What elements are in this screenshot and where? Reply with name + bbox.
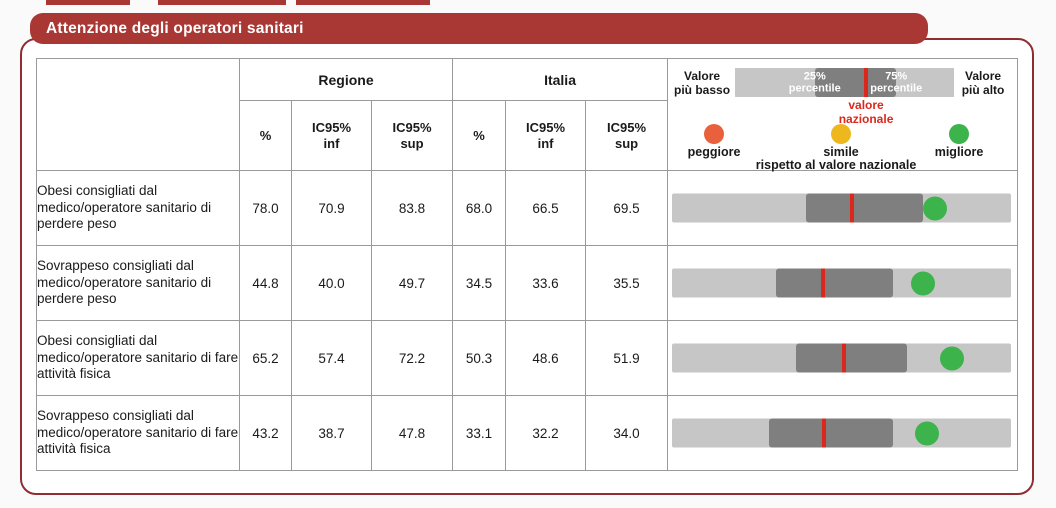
col-header-italia-ic-sup: IC95% sup bbox=[585, 100, 669, 171]
legend-lowest-label: Valore più basso bbox=[674, 69, 731, 97]
percentile-band bbox=[795, 343, 907, 373]
percentile-chart-cell bbox=[667, 320, 1019, 396]
col-header-regione-pct: % bbox=[239, 100, 292, 171]
region-dot bbox=[922, 196, 947, 220]
regione-pct-value: 78.0 bbox=[239, 170, 292, 246]
national-value-line bbox=[864, 68, 869, 97]
percentile-track bbox=[672, 193, 1012, 223]
col-header-italia-ic-inf: IC95% inf bbox=[505, 100, 587, 171]
top-cropped-red-fragment bbox=[158, 0, 286, 5]
italia-ic-inf-value: 32.2 bbox=[505, 395, 587, 471]
national-value-line bbox=[820, 268, 825, 298]
regione-pct-value: 65.2 bbox=[239, 320, 292, 396]
italia-ic-inf-value: 48.6 bbox=[505, 320, 587, 396]
table-row: Sovrappeso consigliati dal medico/operat… bbox=[36, 395, 1019, 471]
percentile-chart-cell bbox=[667, 395, 1019, 471]
legend-similar-label: simile bbox=[823, 145, 859, 159]
top-cropped-red-fragment bbox=[296, 0, 430, 5]
italia-ic-sup-value: 34.0 bbox=[585, 395, 669, 471]
percentile-band bbox=[805, 193, 923, 223]
regione-ic-sup-value: 72.2 bbox=[370, 320, 454, 396]
legend: Valore più basso 25% percentile 75% perc… bbox=[667, 58, 1019, 172]
italia-ic-inf-value: 33.6 bbox=[505, 245, 587, 321]
italia-pct-value: 33.1 bbox=[452, 395, 507, 471]
indicator-label: Sovrappeso consigliati dal medico/operat… bbox=[36, 245, 240, 321]
percentile-track bbox=[672, 268, 1012, 298]
indicator-label: Obesi consigliati dal medico/operatore s… bbox=[36, 170, 240, 246]
col-header-regione-ic-sup: IC95% sup bbox=[370, 100, 454, 171]
row-label-header-cell bbox=[36, 58, 240, 171]
region-dot bbox=[910, 271, 935, 295]
regione-pct-value: 43.2 bbox=[239, 395, 292, 471]
italia-ic-sup-value: 51.9 bbox=[585, 320, 669, 396]
regione-ic-inf-value: 70.9 bbox=[291, 170, 372, 246]
indicators-table: Regione Italia Valore più basso 25% perc… bbox=[36, 58, 1019, 471]
legend-relative-to-national-label: rispetto al valore nazionale bbox=[755, 158, 917, 172]
col-header-regione-ic-inf: IC95% inf bbox=[291, 100, 372, 171]
p75-label: 75% percentile bbox=[870, 70, 923, 95]
legend-better-label: migliore bbox=[934, 145, 984, 159]
top-cropped-red-fragment bbox=[46, 0, 130, 5]
better-dot-icon bbox=[949, 124, 970, 144]
italia-ic-sup-value: 35.5 bbox=[585, 245, 669, 321]
regione-pct-value: 44.8 bbox=[239, 245, 292, 321]
percentile-band bbox=[814, 68, 897, 97]
worse-dot-icon bbox=[704, 124, 725, 144]
p25-label: 25% percentile bbox=[788, 70, 841, 95]
national-value-line bbox=[850, 193, 855, 223]
italia-ic-inf-value: 66.5 bbox=[505, 170, 587, 246]
similar-dot-icon bbox=[831, 124, 852, 144]
italia-pct-value: 50.3 bbox=[452, 320, 507, 396]
panel-title: Attenzione degli operatori sanitari bbox=[30, 13, 928, 44]
region-dot bbox=[914, 421, 939, 445]
percentile-band bbox=[776, 268, 894, 298]
regione-ic-inf-value: 38.7 bbox=[291, 395, 372, 471]
legend-percentile-bar: 25% percentile 75% percentile bbox=[735, 68, 955, 97]
table-row: Obesi consigliati dal medico/operatore s… bbox=[36, 170, 1019, 246]
percentile-band bbox=[769, 418, 894, 448]
legend-worse-label: peggiore bbox=[687, 145, 741, 159]
regione-ic-inf-value: 57.4 bbox=[291, 320, 372, 396]
percentile-chart-cell bbox=[667, 170, 1019, 246]
regione-ic-inf-value: 40.0 bbox=[291, 245, 372, 321]
col-header-italia-pct: % bbox=[452, 100, 507, 171]
indicator-label: Sovrappeso consigliati dal medico/operat… bbox=[36, 395, 240, 471]
percentile-chart-cell bbox=[667, 245, 1019, 321]
legend-national-value-label: valore nazionale bbox=[838, 98, 894, 126]
italia-pct-value: 34.5 bbox=[452, 245, 507, 321]
regione-ic-sup-value: 47.8 bbox=[370, 395, 454, 471]
percentile-track bbox=[672, 343, 1012, 373]
percentile-track bbox=[672, 418, 1012, 448]
legend-highest-label: Valore più alto bbox=[961, 69, 1005, 97]
table-row: Sovrappeso consigliati dal medico/operat… bbox=[36, 245, 1019, 321]
italia-group-header: Italia bbox=[452, 58, 669, 101]
table-row: Obesi consigliati dal medico/operatore s… bbox=[36, 320, 1019, 396]
regione-ic-sup-value: 83.8 bbox=[370, 170, 454, 246]
regione-ic-sup-value: 49.7 bbox=[370, 245, 454, 321]
region-dot bbox=[940, 346, 965, 370]
national-value-line bbox=[841, 343, 846, 373]
national-value-line bbox=[821, 418, 826, 448]
italia-ic-sup-value: 69.5 bbox=[585, 170, 669, 246]
regione-group-header: Regione bbox=[238, 58, 454, 101]
indicator-label: Obesi consigliati dal medico/operatore s… bbox=[36, 320, 240, 396]
italia-pct-value: 68.0 bbox=[452, 170, 507, 246]
